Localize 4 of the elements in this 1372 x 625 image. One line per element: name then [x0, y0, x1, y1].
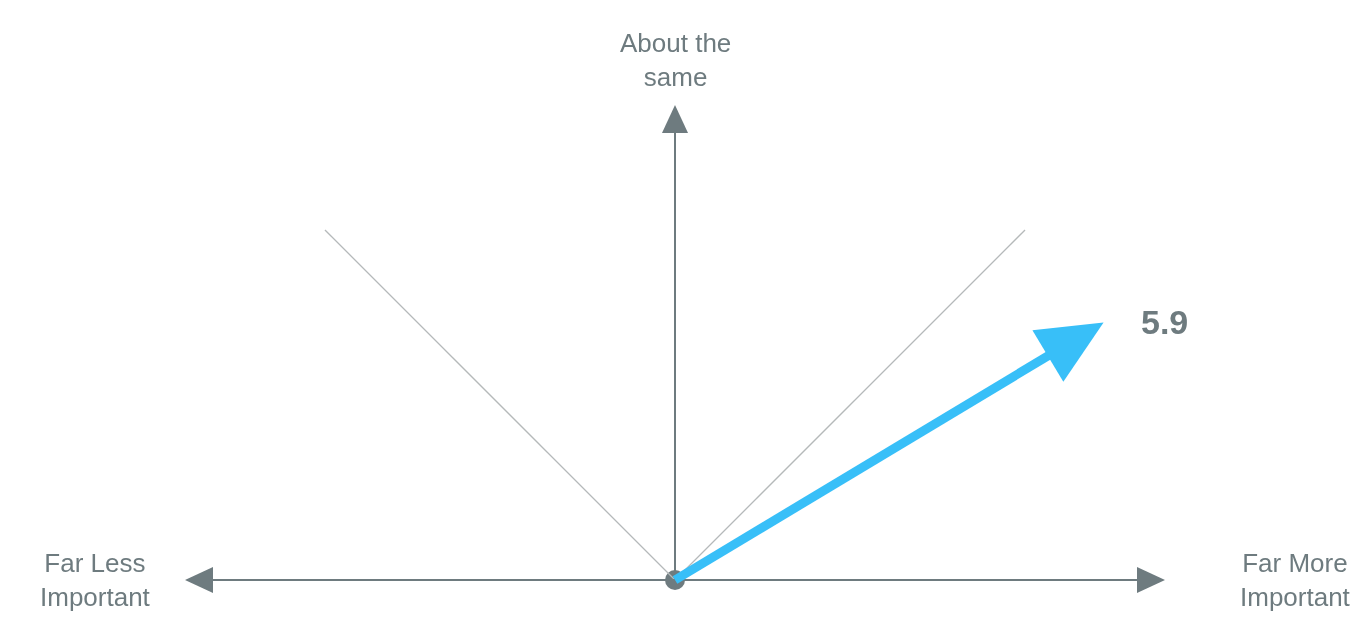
text: Far More Important	[1240, 548, 1351, 612]
text: About the same	[620, 28, 732, 92]
text: Far Less Important	[40, 548, 151, 612]
data-label: 5.9	[1141, 303, 1189, 341]
